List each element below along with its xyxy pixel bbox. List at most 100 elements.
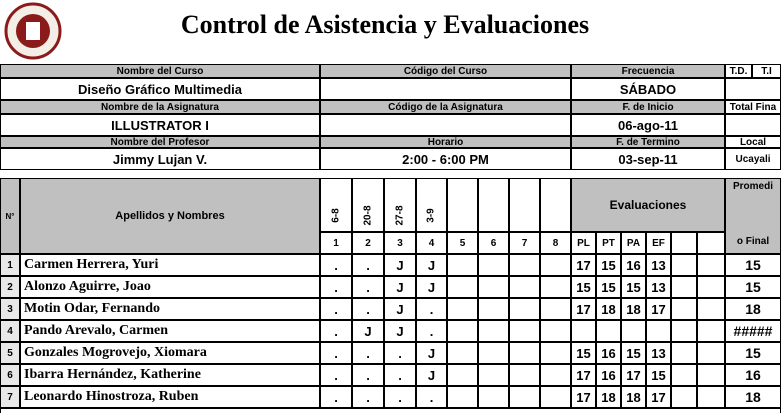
attendance-cell: [540, 320, 571, 342]
grade-cell: [697, 298, 725, 320]
header-cell: Evaluaciones: [571, 178, 725, 232]
attendance-cell: [540, 254, 571, 276]
student-name: Ibarra Hernández, Katherine: [20, 364, 320, 386]
average-label: o Final: [736, 236, 770, 247]
attendance-cell: J: [416, 276, 447, 298]
empty-row: [0, 408, 781, 413]
grade-cell: 15: [646, 364, 671, 386]
info-cell: ILLUSTRATOR I: [0, 114, 320, 136]
header-cell: Promedi o Final: [725, 178, 781, 254]
grade-cell: 17: [646, 298, 671, 320]
student-name: Alonzo Aguirre, Joao: [20, 276, 320, 298]
info-cell: Total Fina: [725, 100, 781, 114]
attendance-cell: J: [416, 364, 447, 386]
attendance-cell: [540, 386, 571, 408]
average-cell: #####: [725, 320, 781, 342]
attendance-cell: [509, 254, 540, 276]
session-number: 6: [478, 232, 509, 254]
info-cell: 06-ago-11: [571, 114, 725, 136]
evaluation-label: [697, 232, 725, 254]
row-number: 1: [0, 254, 20, 276]
average-label: Promedi: [732, 181, 773, 192]
info-cell: SÁBADO: [571, 78, 725, 100]
logo: [4, 2, 62, 60]
grade-cell: [596, 320, 621, 342]
grade-cell: [646, 320, 671, 342]
attendance-cell: [478, 298, 509, 320]
grade-cell: 13: [646, 342, 671, 364]
average-cell: 15: [725, 276, 781, 298]
evaluation-label: [671, 232, 697, 254]
student-name: Leonardo Hinostroza, Ruben: [20, 386, 320, 408]
date-label: 20-8: [362, 205, 374, 226]
attendance-cell: [478, 276, 509, 298]
grade-cell: 17: [571, 298, 596, 320]
info-cell: T.D.: [725, 64, 752, 78]
grade-cell: [697, 320, 725, 342]
title: Control de Asistencia y Evaluaciones: [180, 10, 590, 39]
attendance-cell: [447, 276, 478, 298]
header-cell: Apellidos y Nombres: [20, 178, 320, 254]
grade-cell: 17: [571, 254, 596, 276]
date-cell: [540, 178, 571, 232]
info-cell: Diseño Gráfico Multimedia: [0, 78, 320, 100]
row-number: 7: [0, 386, 20, 408]
date-cell: 6-8: [320, 178, 352, 232]
attendance-cell: .: [352, 298, 384, 320]
grade-cell: 18: [596, 298, 621, 320]
session-number: 2: [352, 232, 384, 254]
date-cell: [509, 178, 540, 232]
grade-cell: 15: [571, 342, 596, 364]
session-number: 5: [447, 232, 478, 254]
grade-cell: [697, 254, 725, 276]
grade-cell: [697, 276, 725, 298]
session-number: 7: [509, 232, 540, 254]
info-cell: Nombre del Curso: [0, 64, 320, 78]
row-number: 2: [0, 276, 20, 298]
session-number: 4: [416, 232, 447, 254]
attendance-cell: [509, 364, 540, 386]
date-label: 6-8: [330, 208, 342, 223]
attendance-cell: [447, 342, 478, 364]
info-cell: F. de Inicio: [571, 100, 725, 114]
grade-cell: [621, 320, 646, 342]
empty-cell: [725, 78, 781, 100]
average-cell: 18: [725, 298, 781, 320]
attendance-cell: J: [352, 320, 384, 342]
attendance-cell: .: [320, 276, 352, 298]
attendance-cell: [509, 320, 540, 342]
average-cell: 15: [725, 254, 781, 276]
attendance-cell: .: [320, 254, 352, 276]
grade-cell: 15: [596, 276, 621, 298]
grade-cell: 16: [596, 364, 621, 386]
attendance-cell: .: [384, 386, 416, 408]
student-name: Motin Odar, Fernando: [20, 298, 320, 320]
attendance-cell: .: [384, 342, 416, 364]
attendance-cell: .: [320, 386, 352, 408]
attendance-cell: .: [320, 298, 352, 320]
grade-cell: 17: [646, 386, 671, 408]
grade-cell: [571, 320, 596, 342]
attendance-cell: [509, 276, 540, 298]
grade-cell: 15: [621, 276, 646, 298]
attendance-cell: J: [384, 254, 416, 276]
grade-cell: 15: [621, 342, 646, 364]
attendance-cell: J: [384, 298, 416, 320]
session-number: 8: [540, 232, 571, 254]
attendance-cell: [447, 254, 478, 276]
grade-cell: 17: [571, 364, 596, 386]
attendance-cell: J: [384, 320, 416, 342]
attendance-cell: .: [416, 320, 447, 342]
session-number: 3: [384, 232, 416, 254]
average-cell: 18: [725, 386, 781, 408]
info-cell: Código de la Asignatura: [320, 100, 571, 114]
grade-cell: [671, 342, 697, 364]
header-cell: N°: [0, 178, 20, 254]
info-cell: 2:00 - 6:00 PM: [320, 148, 571, 170]
info-cell: Ucayali: [725, 148, 781, 170]
grade-cell: 17: [621, 364, 646, 386]
student-name: Pando Arevalo, Carmen: [20, 320, 320, 342]
date-cell: 20-8: [352, 178, 384, 232]
grade-cell: [671, 320, 697, 342]
